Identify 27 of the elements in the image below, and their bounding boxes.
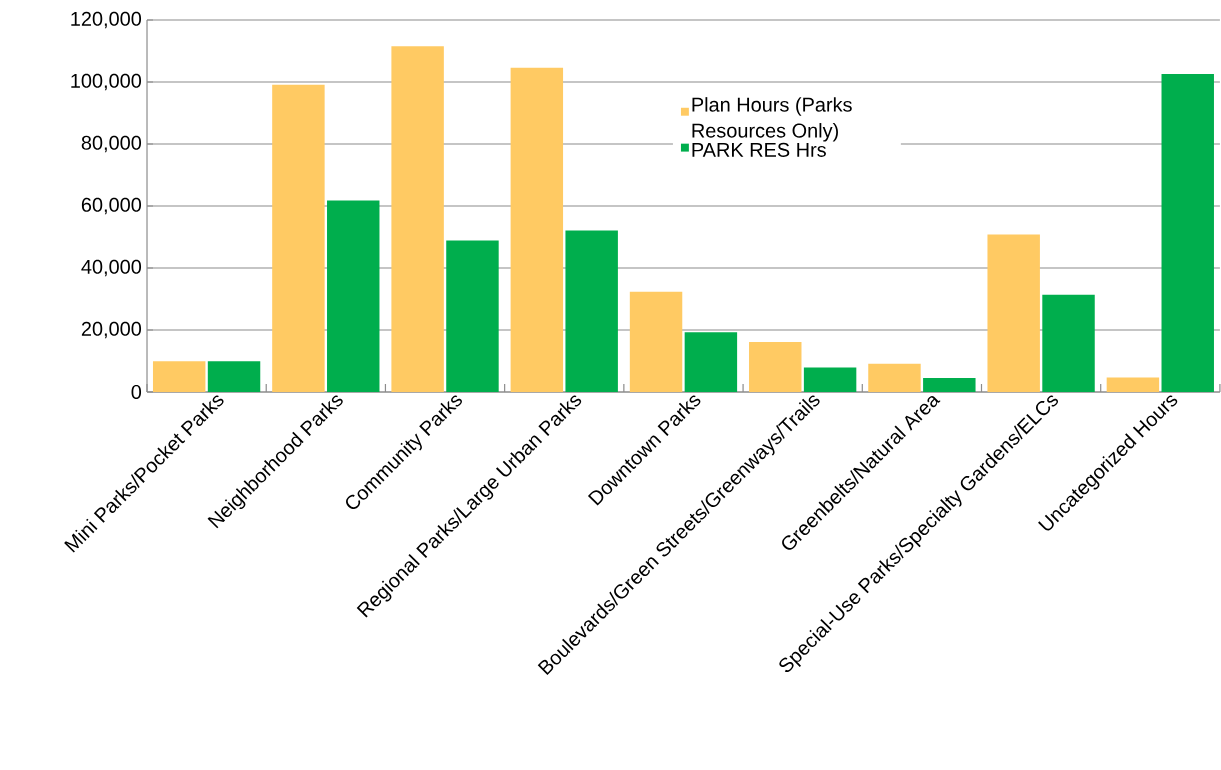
- bar: [510, 67, 564, 392]
- bar: [923, 378, 976, 392]
- y-tick-label: 40,000: [81, 259, 142, 277]
- bar: [749, 342, 802, 392]
- bar: [152, 361, 206, 392]
- bar: [565, 230, 618, 392]
- bar: [868, 363, 921, 392]
- y-tick-label: 100,000: [71, 73, 142, 91]
- y-tick-label: 120,000: [71, 11, 142, 29]
- y-tick-label: 60,000: [81, 197, 142, 215]
- y-tick-label: 80,000: [81, 135, 142, 153]
- bar: [327, 200, 380, 392]
- bar: [684, 332, 738, 392]
- bar: [272, 84, 325, 392]
- bar: [207, 361, 261, 392]
- bar: [803, 367, 857, 392]
- legend-label: PARK RES Hrs: [692, 142, 826, 157]
- bar: [1042, 294, 1095, 392]
- bar: [446, 240, 499, 392]
- bar: [1161, 73, 1214, 392]
- y-tick-label: 20,000: [81, 321, 142, 339]
- bar: [629, 291, 683, 392]
- bar: [391, 46, 444, 392]
- bar: [1106, 377, 1160, 392]
- legend-label: Plan Hours (Parks Resources Only): [692, 97, 852, 142]
- y-tick-label: 0: [131, 384, 142, 400]
- bar: [987, 234, 1040, 392]
